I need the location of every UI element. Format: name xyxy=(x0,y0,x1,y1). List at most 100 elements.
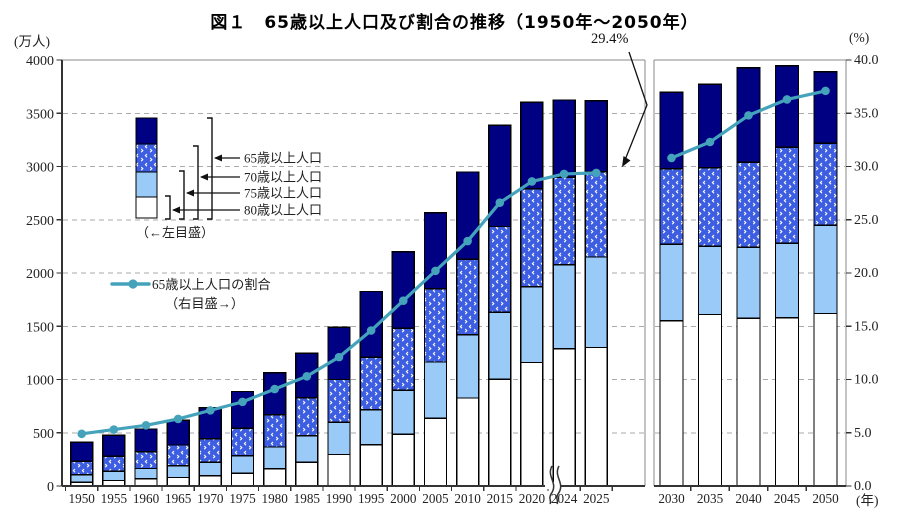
bar-segment-75plus xyxy=(813,224,838,315)
bar-segment-65plus xyxy=(520,101,544,190)
bar-segment-80plus xyxy=(359,443,383,487)
year-label: 2005 xyxy=(422,491,449,506)
rate-marker xyxy=(302,372,312,381)
annotation-arrowhead-icon xyxy=(622,156,631,167)
year-label: 1950 xyxy=(69,491,96,506)
rate-marker xyxy=(463,236,472,246)
bar-segment-75plus xyxy=(774,242,800,319)
legend-arrowhead-icon xyxy=(214,154,222,162)
legend-right-scale-note: （右目盛→） xyxy=(165,296,244,311)
bar-segment-80plus xyxy=(659,320,684,487)
left-axis-tick-label: 2500 xyxy=(26,214,54,229)
bar-segment-80plus xyxy=(327,453,351,487)
bar-segment-65plus xyxy=(391,250,415,329)
bar-segment-65plus xyxy=(69,441,94,462)
left-axis-tick-label: 4000 xyxy=(26,54,54,69)
year-label: 2010 xyxy=(454,491,481,506)
bar-segment-75plus xyxy=(359,408,383,446)
legend-band-label: 75歳以上人口 xyxy=(244,186,322,201)
year-label: 1995 xyxy=(358,491,385,506)
bar-segment-70plus xyxy=(659,167,684,245)
rate-marker xyxy=(77,429,86,439)
legend-left-scale-note: （←左目盛） xyxy=(136,225,214,240)
year-label: 2025 xyxy=(583,491,610,506)
bar-segment-75plus xyxy=(134,467,158,480)
legend-band-label: 80歳以上人口 xyxy=(244,203,322,218)
legend-sample-bar-segment xyxy=(135,117,158,145)
bar-segment-70plus xyxy=(584,171,608,258)
bar-segment-65plus xyxy=(102,434,126,457)
year-label: 2045 xyxy=(774,491,801,506)
rate-marker xyxy=(744,111,753,120)
bar-segment-65plus xyxy=(552,99,576,179)
bar-segment-80plus xyxy=(262,468,287,487)
legend-sample-bar-segment xyxy=(135,196,158,219)
legend-bracket xyxy=(179,170,185,220)
bar-segment-70plus xyxy=(230,427,255,457)
bar-segment-75plus xyxy=(552,264,576,350)
year-label: 1990 xyxy=(326,491,353,506)
bar-segment-75plus xyxy=(697,245,723,316)
right-axis-tick-label: 15.0 xyxy=(854,319,879,334)
year-axis-unit: (年) xyxy=(856,493,879,508)
right-axis-tick-label: 0.0 xyxy=(854,479,872,494)
bar-segment-70plus xyxy=(198,438,223,463)
rate-marker xyxy=(141,420,151,430)
year-label: 1985 xyxy=(294,491,321,506)
bar-segment-75plus xyxy=(584,256,608,349)
bar-segment-75plus xyxy=(198,461,223,477)
bar-segment-70plus xyxy=(102,455,126,472)
bar-segment-70plus xyxy=(552,176,576,266)
rate-marker xyxy=(705,137,715,147)
axis-break-mark xyxy=(556,465,562,505)
rate-annotation-label: 29.4% xyxy=(591,31,629,47)
legend-band-label: 70歳以上人口 xyxy=(244,170,322,185)
legend-bracket xyxy=(165,195,171,220)
legend-arrowhead-icon xyxy=(200,173,208,181)
rate-marker xyxy=(821,86,830,96)
bar-segment-65plus xyxy=(230,390,255,429)
year-label: 1955 xyxy=(101,491,128,506)
bar-segment-70plus xyxy=(134,450,158,470)
legend-rate-marker-icon xyxy=(128,279,138,289)
left-axis-unit: (万人) xyxy=(14,34,50,49)
bar-segment-75plus xyxy=(520,286,544,364)
bar-segment-70plus xyxy=(391,327,415,391)
bar-segment-65plus xyxy=(134,428,158,453)
rate-marker xyxy=(399,296,408,305)
rate-marker xyxy=(366,326,376,335)
left-axis-tick-label: 0 xyxy=(47,480,54,495)
bar-segment-80plus xyxy=(166,476,190,487)
bar-segment-75plus xyxy=(166,465,190,479)
bar-segment-70plus xyxy=(813,142,838,226)
left-axis-tick-label: 3000 xyxy=(26,161,54,176)
bar-segment-70plus xyxy=(69,460,94,476)
year-label: 1960 xyxy=(133,491,160,506)
bar-segment-80plus xyxy=(520,361,544,487)
legend-arrowhead-icon xyxy=(172,206,180,214)
bar-segment-70plus xyxy=(166,444,190,467)
bar-segment-75plus xyxy=(262,446,287,470)
year-label: 2020 xyxy=(519,491,546,506)
bar-segment-80plus xyxy=(391,433,415,487)
rate-marker xyxy=(667,153,676,163)
right-axis-tick-label: 25.0 xyxy=(854,213,879,228)
legend-bracket xyxy=(207,117,213,220)
bar-segment-70plus xyxy=(327,378,351,424)
axis-break-mark xyxy=(549,465,555,505)
legend-bracket xyxy=(193,145,199,220)
rate-marker xyxy=(206,406,215,415)
figure-title: 図１ 65歳以上人口及び割合の推移（1950年～2050年） xyxy=(210,13,699,33)
bar-segment-70plus xyxy=(488,225,512,313)
right-axis-unit: (%) xyxy=(849,30,870,45)
year-label: 2030 xyxy=(658,491,685,506)
rate-marker xyxy=(782,95,792,104)
year-label: 1965 xyxy=(165,491,192,506)
legend-band-label: 65歳以上人口 xyxy=(244,151,322,166)
year-label: 2024 xyxy=(551,491,578,506)
bar-segment-65plus xyxy=(584,99,608,173)
bar-segment-75plus xyxy=(327,421,351,456)
bar-segment-80plus xyxy=(295,461,319,487)
rate-marker xyxy=(270,384,279,394)
